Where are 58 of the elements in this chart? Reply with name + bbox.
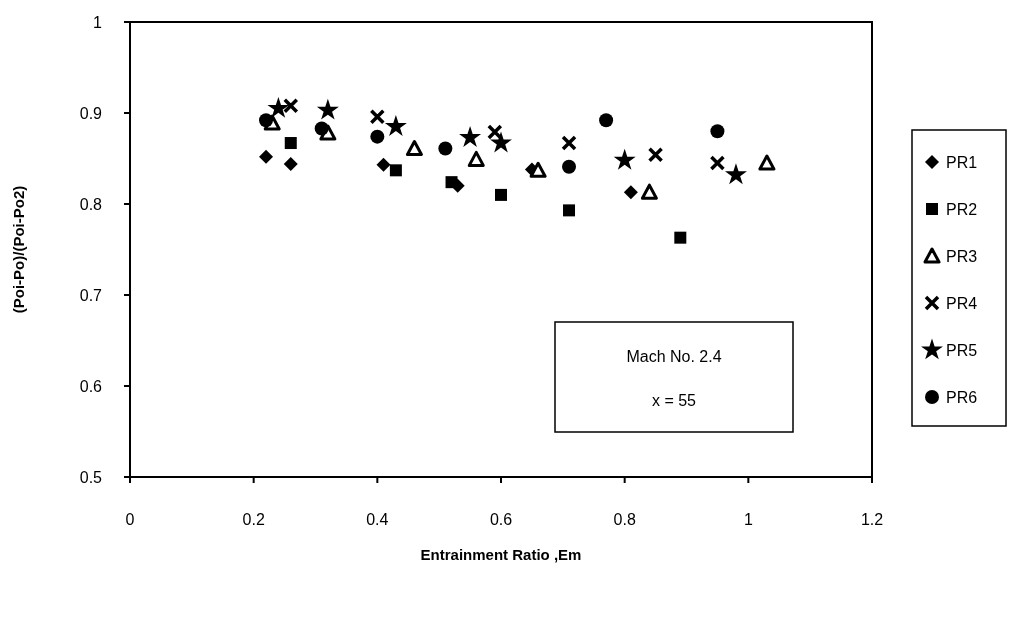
point — [316, 98, 339, 120]
point — [376, 157, 391, 172]
point — [724, 163, 747, 185]
point — [613, 148, 636, 170]
point — [562, 159, 577, 174]
point — [370, 129, 385, 144]
y-tick-label: 0.5 — [79, 468, 103, 486]
point — [283, 156, 298, 171]
x-tick-label: 0.4 — [366, 511, 389, 528]
annotation: x = 55 — [651, 392, 697, 409]
point — [490, 131, 512, 153]
legend-label: PR5 — [946, 341, 978, 359]
point — [369, 108, 386, 125]
point — [561, 135, 577, 151]
point — [445, 176, 458, 189]
point — [674, 231, 687, 244]
point — [389, 164, 402, 177]
point — [259, 113, 274, 128]
legend-label: PR1 — [946, 153, 978, 171]
point — [709, 155, 726, 171]
point — [384, 115, 407, 136]
point — [529, 161, 547, 178]
point — [640, 183, 658, 200]
point — [710, 124, 725, 139]
point — [647, 147, 664, 163]
x-tick-label: 0.8 — [613, 511, 636, 528]
point — [284, 137, 297, 150]
y-tick-label: 0.7 — [79, 286, 103, 304]
y-tick-label: 1 — [93, 13, 103, 31]
x-tick-label: 0 — [125, 511, 135, 528]
point — [495, 188, 507, 201]
point — [563, 204, 576, 217]
point — [283, 97, 299, 114]
y-tick-label: 0.8 — [79, 195, 103, 213]
point — [487, 124, 503, 140]
point — [623, 185, 638, 200]
point — [599, 113, 614, 128]
x-axis-title: Entrainment Ratio ,Em — [420, 546, 582, 563]
point — [314, 121, 329, 136]
point — [438, 141, 453, 156]
legend-label: PR3 — [946, 247, 978, 265]
x-tick-label: 0.2 — [242, 511, 265, 528]
legend-label: PR6 — [946, 388, 978, 406]
legend-label: PR4 — [946, 294, 978, 312]
y-tick-label: 0.6 — [79, 377, 103, 395]
y-tick-label: 0.9 — [79, 104, 103, 122]
legend-label: PR2 — [946, 200, 978, 218]
x-tick-label: 1.2 — [860, 511, 884, 528]
x-tick-label: 1 — [743, 511, 753, 528]
point — [259, 149, 274, 164]
annotation: Mach No. 2.4 — [626, 348, 722, 365]
point — [405, 139, 423, 156]
y-axis-title: (Poi-Po)/(Poi-Po2) — [10, 185, 27, 314]
point — [459, 126, 482, 147]
point — [267, 96, 290, 118]
x-tick-label: 0.6 — [489, 511, 513, 528]
point — [758, 154, 776, 171]
point — [467, 150, 485, 167]
